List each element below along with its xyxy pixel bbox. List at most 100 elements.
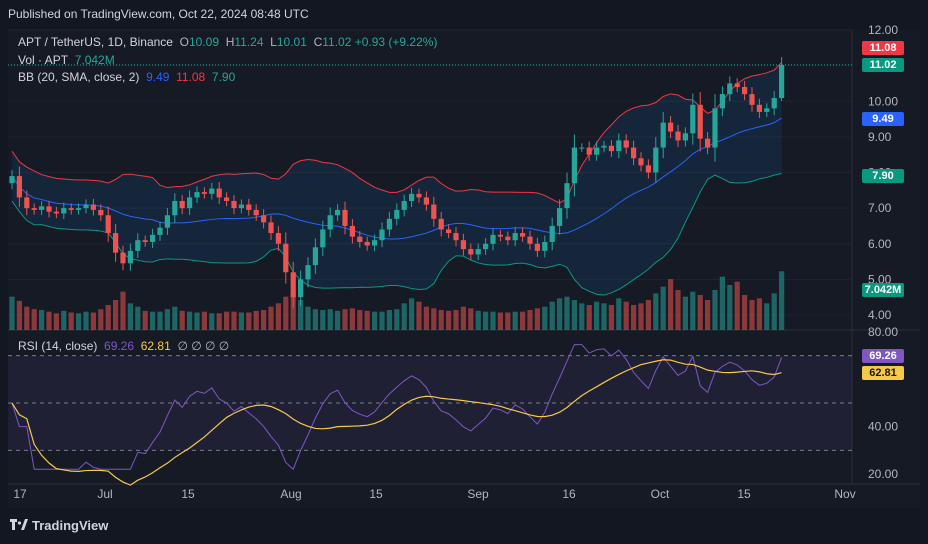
candle-body	[460, 240, 466, 250]
candle-body	[320, 229, 326, 248]
volume-bar	[579, 303, 585, 330]
badge-volume: 7.042M	[862, 283, 904, 297]
volume-bar	[127, 303, 133, 330]
volume-bar	[483, 311, 489, 330]
candle-body	[290, 272, 296, 298]
candle-body	[16, 176, 22, 198]
candle-body	[497, 234, 503, 237]
legend-h-label: H	[225, 35, 235, 49]
volume-bar	[305, 306, 311, 330]
candle-body	[305, 265, 311, 280]
legend-c-label: C	[313, 35, 323, 49]
candle-body	[216, 188, 222, 198]
main-legend: APT / TetherUS, 1D, Binance O10.09 H11.2…	[18, 35, 437, 49]
candle-body	[520, 233, 526, 237]
volume-bar	[201, 311, 207, 330]
candle-body	[298, 279, 304, 298]
candle-body	[608, 145, 614, 152]
published-text: Published on TradingView.com, Oct 22, 20…	[8, 7, 309, 21]
candle-body	[542, 241, 548, 251]
volume-bar	[283, 296, 289, 330]
volume-bar	[379, 311, 385, 330]
volume-bar	[261, 310, 267, 330]
candle-body	[231, 201, 237, 209]
volume-bar	[90, 312, 96, 330]
candle-body	[53, 211, 59, 214]
volume-bar	[53, 313, 59, 330]
rsi-band-fill	[8, 355, 852, 451]
volume-bar	[83, 311, 89, 330]
volume-bar	[105, 305, 111, 330]
candle-body	[727, 83, 733, 95]
candle-body	[379, 229, 385, 241]
candle-body	[179, 201, 185, 209]
volume-bar	[527, 310, 533, 330]
candle-body	[342, 209, 348, 226]
badge-rsi-ma: 62.81	[862, 366, 904, 380]
rsi-value: 69.26	[104, 339, 135, 353]
candle-body	[76, 208, 82, 210]
volume-bar	[24, 306, 30, 330]
time-tick-label: 15	[181, 487, 195, 501]
rsi-ma-value: 62.81	[140, 339, 171, 353]
candle-body	[490, 234, 496, 244]
volume-bar	[31, 309, 37, 330]
rsi-label[interactable]: RSI (14, close)	[18, 339, 98, 353]
candle-body	[238, 204, 244, 209]
candle-body	[364, 241, 370, 246]
candle-body	[157, 227, 163, 235]
candle-body	[312, 247, 318, 266]
candle-body	[668, 122, 674, 132]
candle-body	[253, 209, 259, 216]
candle-body	[623, 140, 629, 148]
bb-lower-value: 7.90	[211, 70, 236, 84]
volume-bar	[601, 303, 607, 330]
volume-bar	[520, 311, 526, 330]
rsi-na-values: ∅ ∅ ∅ ∅	[177, 339, 230, 353]
legend-low: 10.01	[276, 35, 307, 49]
volume-bar	[697, 295, 703, 330]
volume-value: 7.042M	[74, 53, 115, 67]
volume-bar	[727, 285, 733, 330]
candle-body	[9, 176, 15, 184]
time-tick-label: 15	[369, 487, 383, 501]
candle-body	[386, 218, 392, 230]
tradingview-wordmark: TradingView	[32, 518, 109, 533]
volume-label[interactable]: Vol · APT	[18, 53, 69, 67]
time-tick-label: 15	[737, 487, 751, 501]
candle-body	[631, 147, 637, 159]
candle-body	[549, 225, 555, 242]
candle-body	[601, 145, 607, 148]
time-tick-label: 16	[562, 487, 576, 501]
price-pane-bg	[8, 30, 852, 330]
candle-body	[749, 94, 755, 105]
volume-bar	[372, 311, 378, 330]
volume-bar	[135, 306, 141, 330]
footer: TradingView	[0, 508, 928, 544]
candle-body	[127, 250, 133, 264]
bb-label[interactable]: BB (20, SMA, close, 2)	[18, 70, 140, 84]
price-tick-label: 4.00	[868, 308, 892, 322]
volume-bar	[734, 281, 740, 330]
candle-body	[409, 193, 415, 201]
volume-bar	[216, 313, 222, 330]
price-tick-label: 7.00	[868, 201, 892, 215]
bb-basis-line	[11, 117, 782, 240]
price-tick-label: 9.00	[868, 130, 892, 144]
price-tick-label: 12.00	[868, 23, 898, 37]
candle-body	[268, 222, 274, 234]
rsi-line	[11, 344, 783, 471]
bb-basis-value: 9.49	[146, 70, 170, 84]
time-tick-label: 17	[13, 487, 27, 501]
rsi-tick-label: 80.00	[868, 325, 898, 339]
tradingview-logo[interactable]: TradingView	[10, 518, 108, 533]
time-tick-label: Aug	[280, 487, 301, 501]
candle-body	[534, 243, 540, 251]
rsi-ma-line	[11, 359, 782, 486]
legend-symbol[interactable]: APT / TetherUS, 1D, Binance	[18, 35, 173, 49]
volume-bar	[705, 300, 711, 330]
volume-bar	[497, 312, 503, 330]
candle-body	[764, 108, 770, 112]
candle-body	[653, 147, 659, 173]
